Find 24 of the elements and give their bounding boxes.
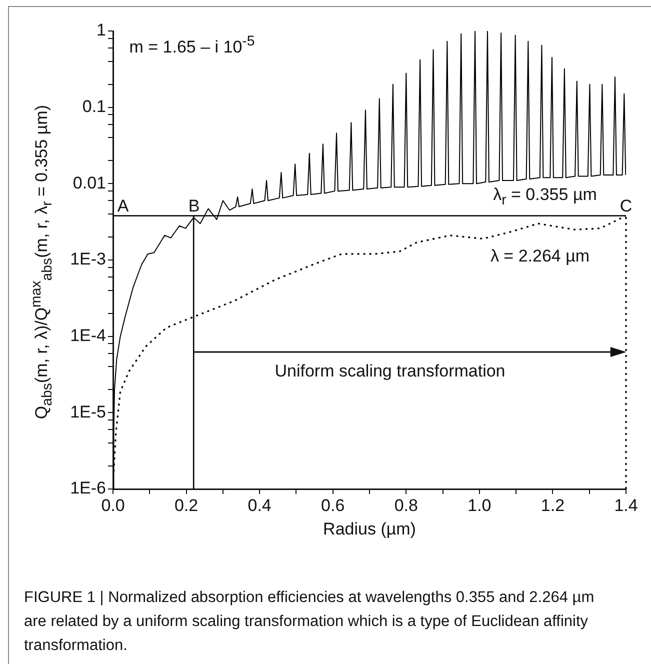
annotation: B <box>188 196 200 216</box>
y-tick-label: 1E-3 <box>70 250 106 269</box>
y-tick-label: 1 <box>96 20 106 40</box>
annotation: C <box>620 196 632 216</box>
x-tick-label: 0.4 <box>248 496 272 515</box>
x-axis-title: Radius (µm) <box>323 519 416 538</box>
annotation: m = 1.65 – i 10$^{-5}$ <box>129 34 255 56</box>
x-tick-label: 1.2 <box>540 496 565 515</box>
y-tick-label: 0.1 <box>82 97 106 116</box>
annotation: A <box>117 196 129 216</box>
annotation: λ$_{r}$ = 0.355 µm <box>493 185 597 209</box>
caption: FIGURE 1 | Normalized absorption efficiencies at wavelengths 0.355 and 2.264 µm are related by a uniform scaling transformation which is a type of Euclidean affinity transformation. <box>24 588 596 656</box>
y-tick-label: 1E-4 <box>70 326 106 346</box>
y-tick-label: 1E-6 <box>70 478 106 498</box>
y-tick-label: 0.01 <box>72 173 106 192</box>
x-tick-label: 1.0 <box>468 496 492 515</box>
y-tick-label: 1E-5 <box>70 402 106 422</box>
x-tick-label: 0.6 <box>321 496 345 515</box>
x-tick-label: 1.4 <box>614 496 638 515</box>
annotation: λ = 2.264 µm <box>490 246 590 266</box>
x-tick-label: 0.8 <box>394 496 418 515</box>
annotation: Uniform scaling transformation <box>274 362 506 380</box>
x-tick-label: 0.2 <box>174 496 198 515</box>
x-tick-label: 0.0 <box>101 496 125 515</box>
